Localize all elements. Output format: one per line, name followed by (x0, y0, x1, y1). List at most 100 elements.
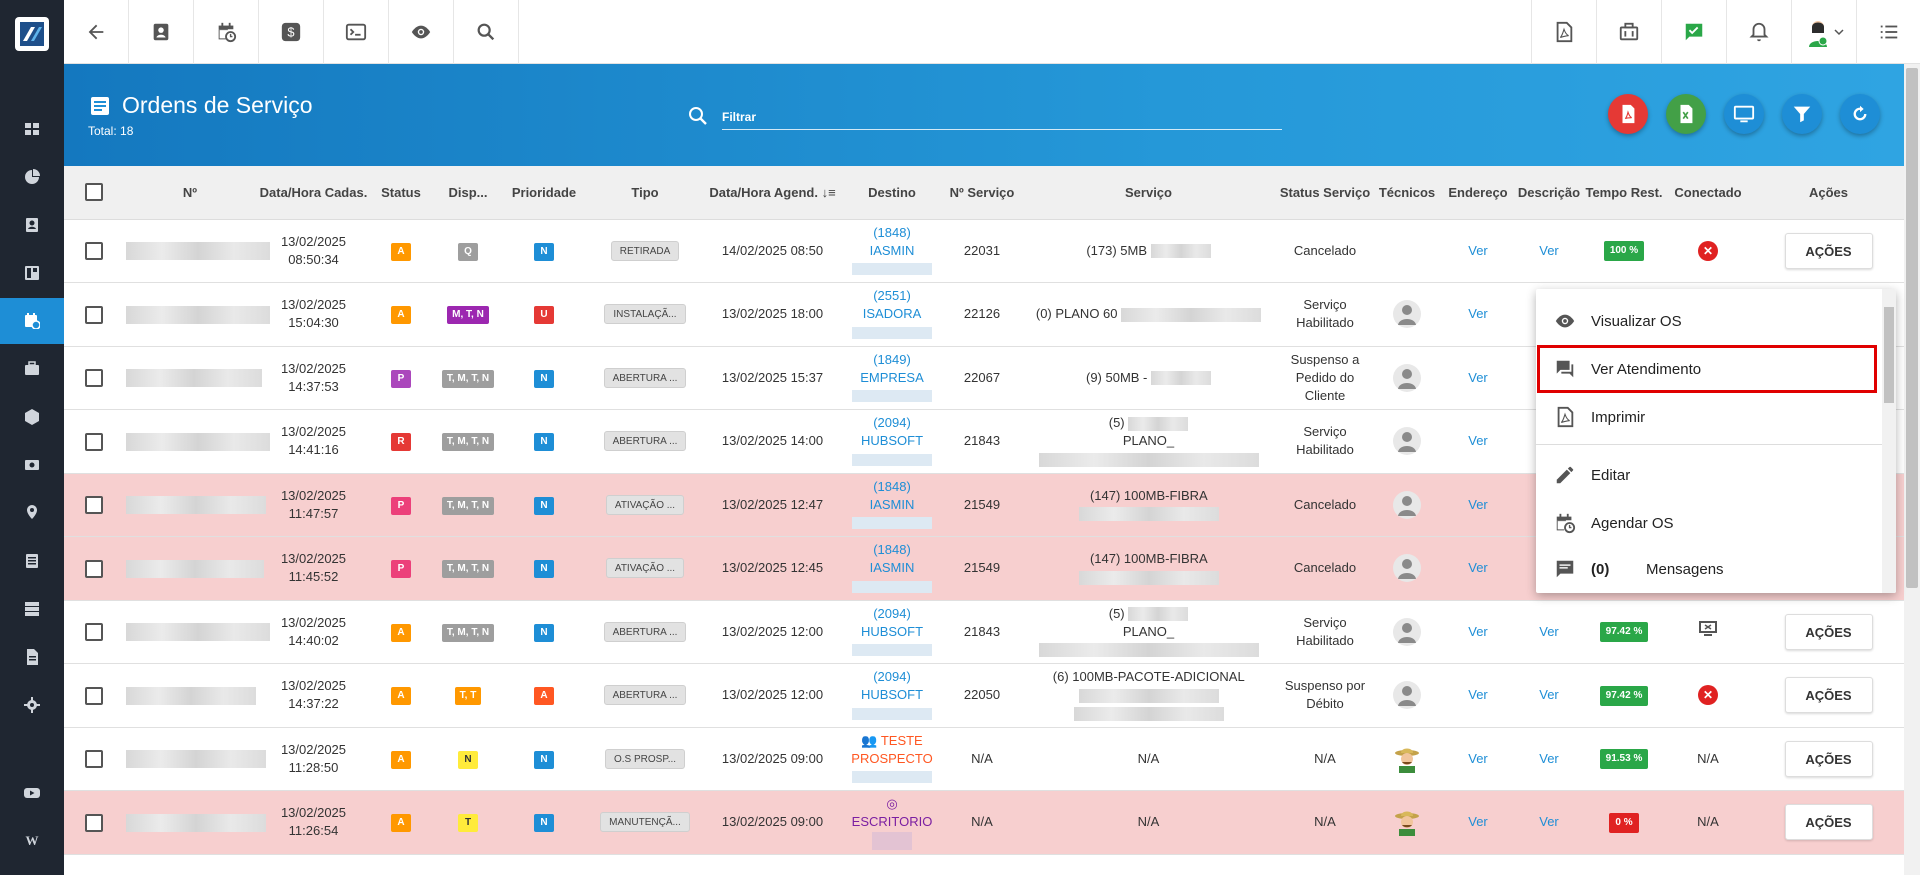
column-header[interactable]: Descrição (1513, 166, 1585, 220)
description-link[interactable]: Ver (1539, 750, 1559, 766)
destino-name[interactable]: ESCRITORIO (851, 813, 933, 829)
order-number-cell[interactable] (124, 282, 270, 347)
address-cell[interactable]: Ver (1443, 409, 1513, 474)
description-cell[interactable]: Ver (1513, 727, 1585, 791)
column-header[interactable]: Status Serviço (1279, 166, 1371, 220)
row-checkbox[interactable] (85, 623, 103, 642)
address-link[interactable]: Ver (1468, 306, 1488, 322)
description-cell[interactable]: Ver (1513, 663, 1585, 728)
actions-button[interactable]: AÇÕES (1784, 740, 1873, 777)
description-cell[interactable]: Ver (1513, 219, 1585, 283)
address-cell[interactable]: Ver (1443, 536, 1513, 601)
bell-icon[interactable] (1726, 0, 1791, 64)
list-menu-icon[interactable] (1856, 0, 1920, 64)
sidebar-board-icon[interactable] (0, 250, 64, 296)
destino-cell[interactable]: (1849) EMPRESA (838, 346, 946, 410)
column-header[interactable]: Ações (1753, 166, 1904, 220)
destino-name[interactable]: HUBSOFT (860, 623, 924, 639)
table-row[interactable]: 13/02/2025 14:41:16 R T, M, T, N N ABERTURA .… (64, 409, 1904, 474)
row-select-cell[interactable] (64, 219, 124, 283)
row-select-cell[interactable] (64, 536, 124, 601)
sidebar-dashboard-icon[interactable] (0, 106, 64, 152)
actions-button[interactable]: AÇÕES (1784, 677, 1873, 714)
row-select-cell[interactable] (64, 346, 124, 410)
row-select-cell[interactable] (64, 663, 124, 728)
select-all-checkbox[interactable] (85, 183, 103, 202)
dollar-icon[interactable]: $ (259, 0, 324, 64)
address-link[interactable]: Ver (1468, 242, 1488, 258)
description-link[interactable]: Ver (1539, 687, 1559, 703)
destino-code[interactable]: (2094) (873, 669, 911, 685)
address-link[interactable]: Ver (1468, 687, 1488, 703)
description-link[interactable]: Ver (1539, 242, 1559, 258)
column-header[interactable]: Disp... (431, 166, 505, 220)
order-number-cell[interactable] (124, 536, 264, 601)
description-cell[interactable]: Ver (1513, 790, 1585, 855)
menu-item-visualizar-os[interactable]: Visualizar OS (1536, 297, 1882, 345)
sidebar-orders-icon[interactable] (0, 298, 64, 344)
destino-code[interactable]: (1848) (873, 542, 911, 558)
sidebar-youtube-icon[interactable] (0, 770, 64, 816)
table-row[interactable]: 13/02/2025 14:37:53 P T, M, T, N N ABERTURA .… (64, 346, 1904, 410)
select-all-header[interactable] (64, 166, 124, 220)
menu-item-agendar-os[interactable]: Agendar OS (1536, 499, 1882, 547)
destino-cell[interactable]: ◎ ESCRITORIO (838, 790, 946, 855)
logo[interactable] (15, 17, 49, 51)
address-link[interactable]: Ver (1468, 623, 1488, 639)
destino-name[interactable]: IASMIN (869, 560, 915, 576)
row-select-cell[interactable] (64, 409, 124, 474)
actions-button[interactable]: AÇÕES (1784, 613, 1873, 650)
order-number-cell[interactable] (124, 346, 262, 410)
column-header[interactable]: Técnicos (1371, 166, 1443, 220)
destino-name[interactable]: EMPRESA (860, 369, 924, 385)
filter-input[interactable] (722, 104, 1282, 130)
row-select-cell[interactable] (64, 727, 124, 791)
row-checkbox[interactable] (85, 750, 103, 769)
address-link[interactable]: Ver (1468, 433, 1488, 449)
column-header[interactable]: Prioridade (505, 166, 583, 220)
row-checkbox[interactable] (85, 369, 103, 388)
table-row[interactable]: 13/02/2025 11:26:54 A T N MANUTENÇÃ... 13/02/2… (64, 790, 1904, 855)
column-header[interactable]: Destino (838, 166, 946, 220)
destino-cell[interactable]: (1848) IASMIN (838, 473, 946, 537)
sidebar-chart-icon[interactable] (0, 154, 64, 200)
column-header[interactable]: Endereço (1443, 166, 1513, 220)
row-checkbox[interactable] (85, 305, 103, 324)
sidebar-settings-icon[interactable] (0, 682, 64, 728)
order-number-cell[interactable] (124, 727, 266, 791)
sidebar-wiki-icon[interactable]: W (25, 833, 39, 848)
export-excel-button[interactable] (1666, 94, 1706, 134)
row-select-cell[interactable] (64, 473, 124, 537)
user-avatar-menu[interactable] (1791, 0, 1856, 64)
destino-cell[interactable]: (2094) HUBSOFT (838, 663, 946, 728)
sidebar-list-icon[interactable] (0, 538, 64, 584)
destino-name[interactable]: HUBSOFT (860, 433, 924, 449)
column-header[interactable]: Status (371, 166, 431, 220)
destino-cell[interactable]: (1848) IASMIN (838, 219, 946, 283)
row-select-cell[interactable] (64, 790, 124, 855)
order-number-cell[interactable] (124, 219, 270, 283)
address-cell[interactable]: Ver (1443, 600, 1513, 664)
page-scrollbar-thumb[interactable] (1906, 68, 1918, 588)
address-cell[interactable]: Ver (1443, 473, 1513, 537)
row-select-cell[interactable] (64, 282, 124, 347)
destino-code[interactable]: TESTE (880, 732, 923, 748)
search-icon[interactable] (454, 0, 519, 64)
address-cell[interactable]: Ver (1443, 790, 1513, 855)
destino-code[interactable]: (1849) (873, 351, 911, 367)
address-link[interactable]: Ver (1468, 814, 1488, 830)
sidebar-box-icon[interactable] (0, 394, 64, 440)
pdf-file-icon[interactable] (1531, 0, 1596, 64)
row-checkbox[interactable] (85, 496, 103, 515)
destino-name[interactable]: HUBSOFT (860, 687, 924, 703)
column-header[interactable]: Tipo (583, 166, 707, 220)
destino-name[interactable]: ISADORA (862, 306, 922, 322)
address-cell[interactable]: Ver (1443, 282, 1513, 347)
contact-card-icon[interactable] (129, 0, 194, 64)
table-row[interactable]: 13/02/2025 14:37:22 A T, T A ABERTURA ... 13/0… (64, 663, 1904, 728)
sidebar-location-icon[interactable] (0, 490, 64, 536)
address-link[interactable]: Ver (1468, 496, 1488, 512)
briefcase-icon[interactable] (1596, 0, 1661, 64)
monitor-button[interactable] (1724, 94, 1764, 134)
table-row[interactable]: 13/02/2025 11:28:50 A N N O.S PROSP... 13/02/2… (64, 727, 1904, 791)
